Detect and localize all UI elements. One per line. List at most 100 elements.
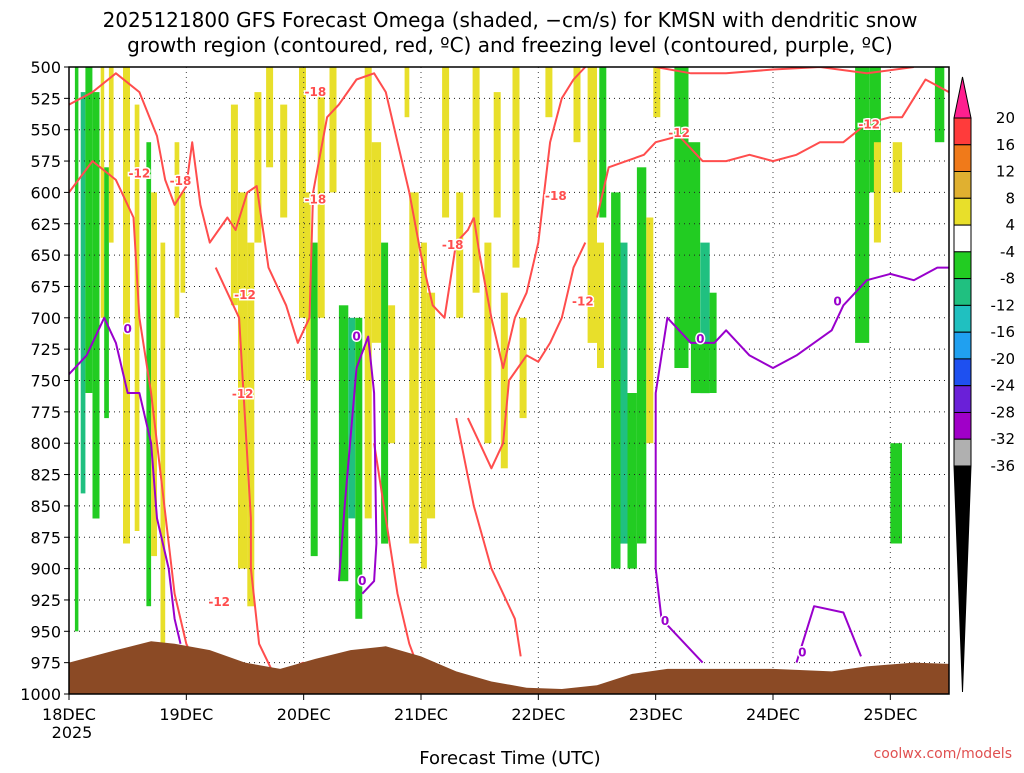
purple-contour-left xyxy=(69,316,182,645)
y-tick-label-17: 925 xyxy=(30,591,61,610)
purple-contour-label-6: 0 xyxy=(798,645,806,659)
purple-contour-label-5: 0 xyxy=(661,614,669,628)
omega-cell-64 xyxy=(890,443,902,544)
omega-shading xyxy=(74,67,945,644)
y-tick-label-20: 1000 xyxy=(20,685,61,704)
y-tick-label-13: 825 xyxy=(30,466,61,485)
omega-cell-50 xyxy=(620,242,628,544)
red-contour-mid-left xyxy=(214,267,305,677)
terrain-below-ground xyxy=(69,641,949,694)
purple-contour-label-3: 0 xyxy=(696,332,704,346)
omega-cell-1 xyxy=(80,92,86,494)
omega-cell-12 xyxy=(174,142,180,318)
x-axis-label: Forecast Time (UTC) xyxy=(419,748,600,768)
omega-cell-34 xyxy=(421,242,427,569)
y-tick-label-1: 525 xyxy=(30,89,61,108)
red-contour-lower-left xyxy=(69,160,194,657)
omega-cell-23 xyxy=(317,92,325,318)
omega-cell-40 xyxy=(493,92,501,218)
colorbar-swatch-7 xyxy=(953,304,972,333)
omega-cell-53 xyxy=(646,217,654,444)
y-tick-label-2: 550 xyxy=(30,121,61,140)
colorbar-swatch-0 xyxy=(953,117,972,146)
y-tick-label-6: 650 xyxy=(30,246,61,265)
omega-cell-2 xyxy=(85,67,93,393)
colorbar-swatch-3 xyxy=(953,197,972,226)
omega-cell-6 xyxy=(108,67,114,243)
omega-cell-31 xyxy=(388,305,396,444)
omega-cell-7 xyxy=(123,67,130,544)
red-contour-label-6: -18 xyxy=(442,238,464,252)
y-tick-label-12: 800 xyxy=(30,434,61,453)
red-contour-top-right xyxy=(655,67,914,75)
red-contour-rise xyxy=(472,67,587,369)
omega-cell-25 xyxy=(338,305,349,582)
omega-cell-46 xyxy=(587,67,597,343)
red-contour-inner xyxy=(466,242,587,470)
omega-cell-8 xyxy=(134,104,140,531)
omega-cell-39 xyxy=(484,242,492,444)
red-contour-right xyxy=(596,78,949,218)
omega-cell-16 xyxy=(247,242,255,607)
contour-lines xyxy=(69,67,949,677)
purple-contour-right xyxy=(654,266,949,569)
colorbar-tick-label-10: -24 xyxy=(991,377,1016,395)
x-tick-label-4: 22DEC xyxy=(511,705,565,724)
purple-contour-label-4: 0 xyxy=(833,294,841,308)
red-contour-lower-right xyxy=(455,417,522,657)
colorbar-tick-label-2: 12 xyxy=(996,163,1015,181)
colorbar-swatch-1 xyxy=(953,144,972,173)
purple-contour-right-lower xyxy=(654,568,704,664)
omega-cell-19 xyxy=(280,104,288,218)
purple-contour-label-0: 0 xyxy=(124,322,132,336)
red-contour-label-7: -18 xyxy=(545,189,567,203)
omega-cell-18 xyxy=(266,67,274,168)
red-contour-label-11: -12 xyxy=(208,595,230,609)
y-tick-label-15: 875 xyxy=(30,528,61,547)
purple-contour-label-1: 0 xyxy=(352,329,360,343)
colorbar-swatch-4 xyxy=(953,224,972,253)
colorbar-swatch-12 xyxy=(953,438,972,467)
omega-cell-56 xyxy=(688,142,701,343)
omega-cell-45 xyxy=(573,67,581,143)
omega-cell-32 xyxy=(404,67,410,118)
x-tick-label-5: 23DEC xyxy=(629,705,683,724)
colorbar-bottom-cap xyxy=(953,465,972,693)
red-contour-label-3: -12 xyxy=(234,288,256,302)
y-tick-label-3: 575 xyxy=(30,152,61,171)
colorbar-tick-label-4: 4 xyxy=(1005,216,1015,234)
purple-contour-mid xyxy=(337,335,378,595)
colorbar-swatch-8 xyxy=(953,331,972,360)
omega-cell-47 xyxy=(597,242,604,368)
y-tick-label-11: 775 xyxy=(30,403,61,422)
omega-cell-42 xyxy=(512,67,520,268)
omega-cell-20 xyxy=(299,67,306,318)
x-tick-label-1: 19DEC xyxy=(159,705,213,724)
red-contour-label-4: -18 xyxy=(305,193,327,207)
y-tick-label-7: 675 xyxy=(30,277,61,296)
omega-cell-29 xyxy=(371,142,382,343)
omega-cell-11 xyxy=(160,242,166,644)
x-tick-label-6: 24DEC xyxy=(746,705,800,724)
omega-cell-10 xyxy=(151,192,157,557)
omega-cell-3 xyxy=(92,92,100,519)
omega-cell-57 xyxy=(700,242,710,394)
purple-contour-bump xyxy=(795,605,862,663)
omega-cell-24 xyxy=(329,67,337,193)
red-contour-label-8: -12 xyxy=(572,294,594,308)
x-axis-ticks: 18DEC 19DEC 20DEC 21DEC 22DEC 23DEC 24DEC 25DEC xyxy=(42,694,917,724)
omega-cell-0 xyxy=(74,67,79,632)
y-tick-label-9: 725 xyxy=(30,340,61,359)
contour-labels: -18 -12 -18 -12 -18 -12 -18 -18 -12 -12 -12 -12 0 0 0 0… xyxy=(122,83,882,661)
chart-title-line-2: growth region (contoured, red, ºC) and f… xyxy=(127,33,893,57)
omega-cell-59 xyxy=(690,342,710,394)
y-axis-ticks: 500 525 550 575 600 625 650 675 700 725 750 775 800 8… xyxy=(20,58,69,704)
x-axis-year: 2025 xyxy=(52,723,93,742)
omega-cell-14 xyxy=(230,104,238,306)
omega-cell-65 xyxy=(934,67,945,143)
omega-cell-38 xyxy=(472,67,480,293)
colorbar-swatch-5 xyxy=(953,251,972,280)
omega-cell-13 xyxy=(180,192,186,293)
